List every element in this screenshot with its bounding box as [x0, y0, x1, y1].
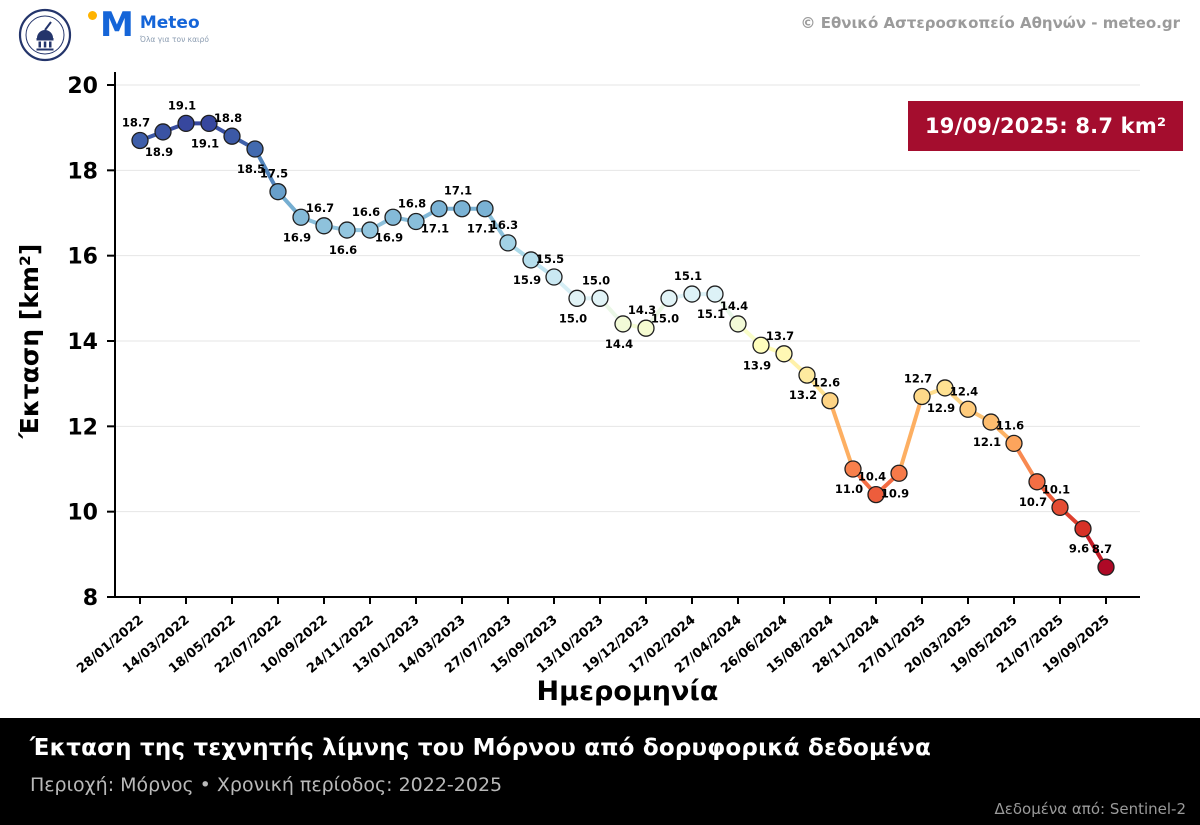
meteo-dot-icon — [88, 11, 97, 20]
svg-text:20: 20 — [67, 74, 98, 99]
lake-area-chart: 18.7 18.9 19.1 19.1 18.8 18.517.5 16.9 16.7 16.6… — [15, 72, 1140, 707]
svg-text:12: 12 — [67, 415, 98, 440]
svg-text:16: 16 — [67, 245, 98, 270]
svg-text:18.8: 18.8 — [214, 111, 242, 125]
svg-text:17.1: 17.1 — [421, 222, 449, 236]
svg-text:13.9: 13.9 — [743, 358, 771, 372]
svg-text:14.4: 14.4 — [605, 337, 633, 351]
svg-text:16.6: 16.6 — [352, 205, 380, 219]
svg-text:19.1: 19.1 — [191, 136, 219, 150]
svg-text:18.5: 18.5 — [237, 162, 265, 176]
svg-text:16.3: 16.3 — [490, 218, 518, 232]
svg-text:17.1: 17.1 — [444, 184, 472, 198]
svg-text:15.1: 15.1 — [697, 307, 725, 321]
meteo-m-mark: M — [88, 5, 134, 45]
meteo-m-letter: M — [100, 5, 134, 45]
svg-text:Ημερομηνία: Ημερομηνία — [537, 676, 719, 707]
svg-text:9.6: 9.6 — [1069, 542, 1089, 556]
svg-text:16.8: 16.8 — [398, 197, 426, 211]
svg-text:12.1: 12.1 — [973, 435, 1001, 449]
header: M Meteo Όλα για τον καιρό © Εθνικό Αστερ… — [0, 0, 1200, 66]
svg-text:12.6: 12.6 — [812, 376, 840, 390]
svg-text:19.1: 19.1 — [168, 98, 196, 112]
svg-text:8: 8 — [83, 586, 98, 611]
svg-text:17.1: 17.1 — [467, 222, 495, 236]
svg-text:18: 18 — [67, 159, 98, 184]
svg-text:15.0: 15.0 — [582, 273, 610, 287]
svg-text:10.4: 10.4 — [858, 470, 886, 484]
svg-text:12.4: 12.4 — [950, 384, 978, 398]
svg-text:14.4: 14.4 — [720, 299, 748, 313]
svg-text:8.7: 8.7 — [1092, 542, 1112, 556]
svg-text:16.6: 16.6 — [329, 243, 357, 257]
svg-text:11.6: 11.6 — [996, 418, 1024, 432]
copyright-text: © Εθνικό Αστεροσκοπείο Αθηνών - meteo.gr — [800, 14, 1180, 32]
meteo-tagline: Όλα για τον καιρό — [139, 34, 209, 44]
svg-text:10.1: 10.1 — [1042, 482, 1070, 496]
svg-text:11.0: 11.0 — [835, 482, 863, 496]
svg-text:18.9: 18.9 — [145, 145, 173, 159]
svg-text:15.0: 15.0 — [651, 311, 679, 325]
svg-text:16.9: 16.9 — [375, 230, 403, 244]
latest-value-badge: 19/09/2025: 8.7 km² — [908, 101, 1184, 151]
logo-group: M Meteo Όλα για τον καιρό — [18, 8, 209, 62]
footer: Έκταση της τεχνητής λίμνης του Μόρνου απ… — [0, 718, 1200, 825]
svg-text:18.7: 18.7 — [122, 115, 150, 129]
svg-text:12.7: 12.7 — [904, 371, 932, 385]
svg-text:12.9: 12.9 — [927, 401, 955, 415]
svg-text:10.9: 10.9 — [881, 486, 909, 500]
meteo-wordmark: Meteo — [139, 13, 200, 33]
svg-text:Έκταση [km²]: Έκταση [km²] — [15, 244, 44, 439]
meteo-logo: M Meteo Όλα για τον καιρό — [88, 8, 209, 44]
data-source: Δεδομένα από: Sentinel-2 — [994, 800, 1187, 818]
svg-text:15.9: 15.9 — [513, 273, 541, 287]
noa-observatory-logo-icon — [18, 8, 72, 62]
svg-text:14: 14 — [67, 330, 98, 355]
svg-text:14.3: 14.3 — [628, 303, 656, 317]
chart-title: Έκταση της τεχνητής λίμνης του Μόρνου απ… — [30, 735, 931, 761]
svg-text:13.7: 13.7 — [766, 329, 794, 343]
svg-text:15.0: 15.0 — [559, 311, 587, 325]
svg-text:10.7: 10.7 — [1019, 495, 1047, 509]
svg-text:16.7: 16.7 — [306, 201, 334, 215]
svg-text:10: 10 — [67, 501, 98, 526]
chart-subtitle: Περιοχή: Μόρνος • Χρονική περίοδος: 2022… — [30, 774, 503, 796]
svg-text:13.2: 13.2 — [789, 388, 817, 402]
svg-text:15.1: 15.1 — [674, 269, 702, 283]
svg-text:16.9: 16.9 — [283, 230, 311, 244]
svg-text:15.5: 15.5 — [536, 252, 564, 266]
svg-text:17.5: 17.5 — [260, 167, 288, 181]
